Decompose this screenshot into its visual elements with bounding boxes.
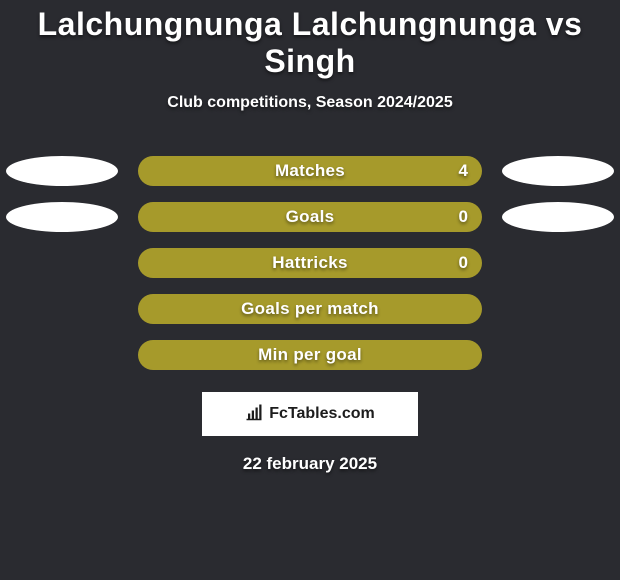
player-left-pod [6,156,118,186]
stat-bar: Min per goal [138,340,482,370]
stat-label: Hattricks [272,253,347,272]
stat-value-right: 0 [459,202,468,232]
stat-label: Matches [275,161,345,180]
brand-box: FcTables.com [202,392,418,436]
stat-label: Goals per match [241,299,379,318]
page-subtitle: Club competitions, Season 2024/2025 [0,94,620,112]
brand-text: FcTables.com [269,405,375,423]
player-right-pod [502,202,614,232]
stat-label: Min per goal [258,345,362,364]
stat-bar: Goals 0 [138,202,482,232]
stat-row: Goals per match [0,286,620,332]
stat-bar: Hattricks 0 [138,248,482,278]
stat-row: Matches 4 [0,148,620,194]
date-stamp: 22 february 2025 [0,454,620,474]
stats-container: Matches 4 Goals 0 Hattricks 0 Goals per match M… [0,148,620,378]
page-title: Lalchungnunga Lalchungnunga vs Singh [0,6,620,80]
stat-row: Hattricks 0 [0,240,620,286]
stat-row: Min per goal [0,332,620,378]
stat-value-right: 4 [459,156,468,186]
chart-bars-icon [245,403,263,426]
stat-bar: Goals per match [138,294,482,324]
stat-row: Goals 0 [0,194,620,240]
player-right-pod [502,156,614,186]
stat-label: Goals [286,207,335,226]
player-left-pod [6,202,118,232]
stat-value-right: 0 [459,248,468,278]
stat-bar: Matches 4 [138,156,482,186]
